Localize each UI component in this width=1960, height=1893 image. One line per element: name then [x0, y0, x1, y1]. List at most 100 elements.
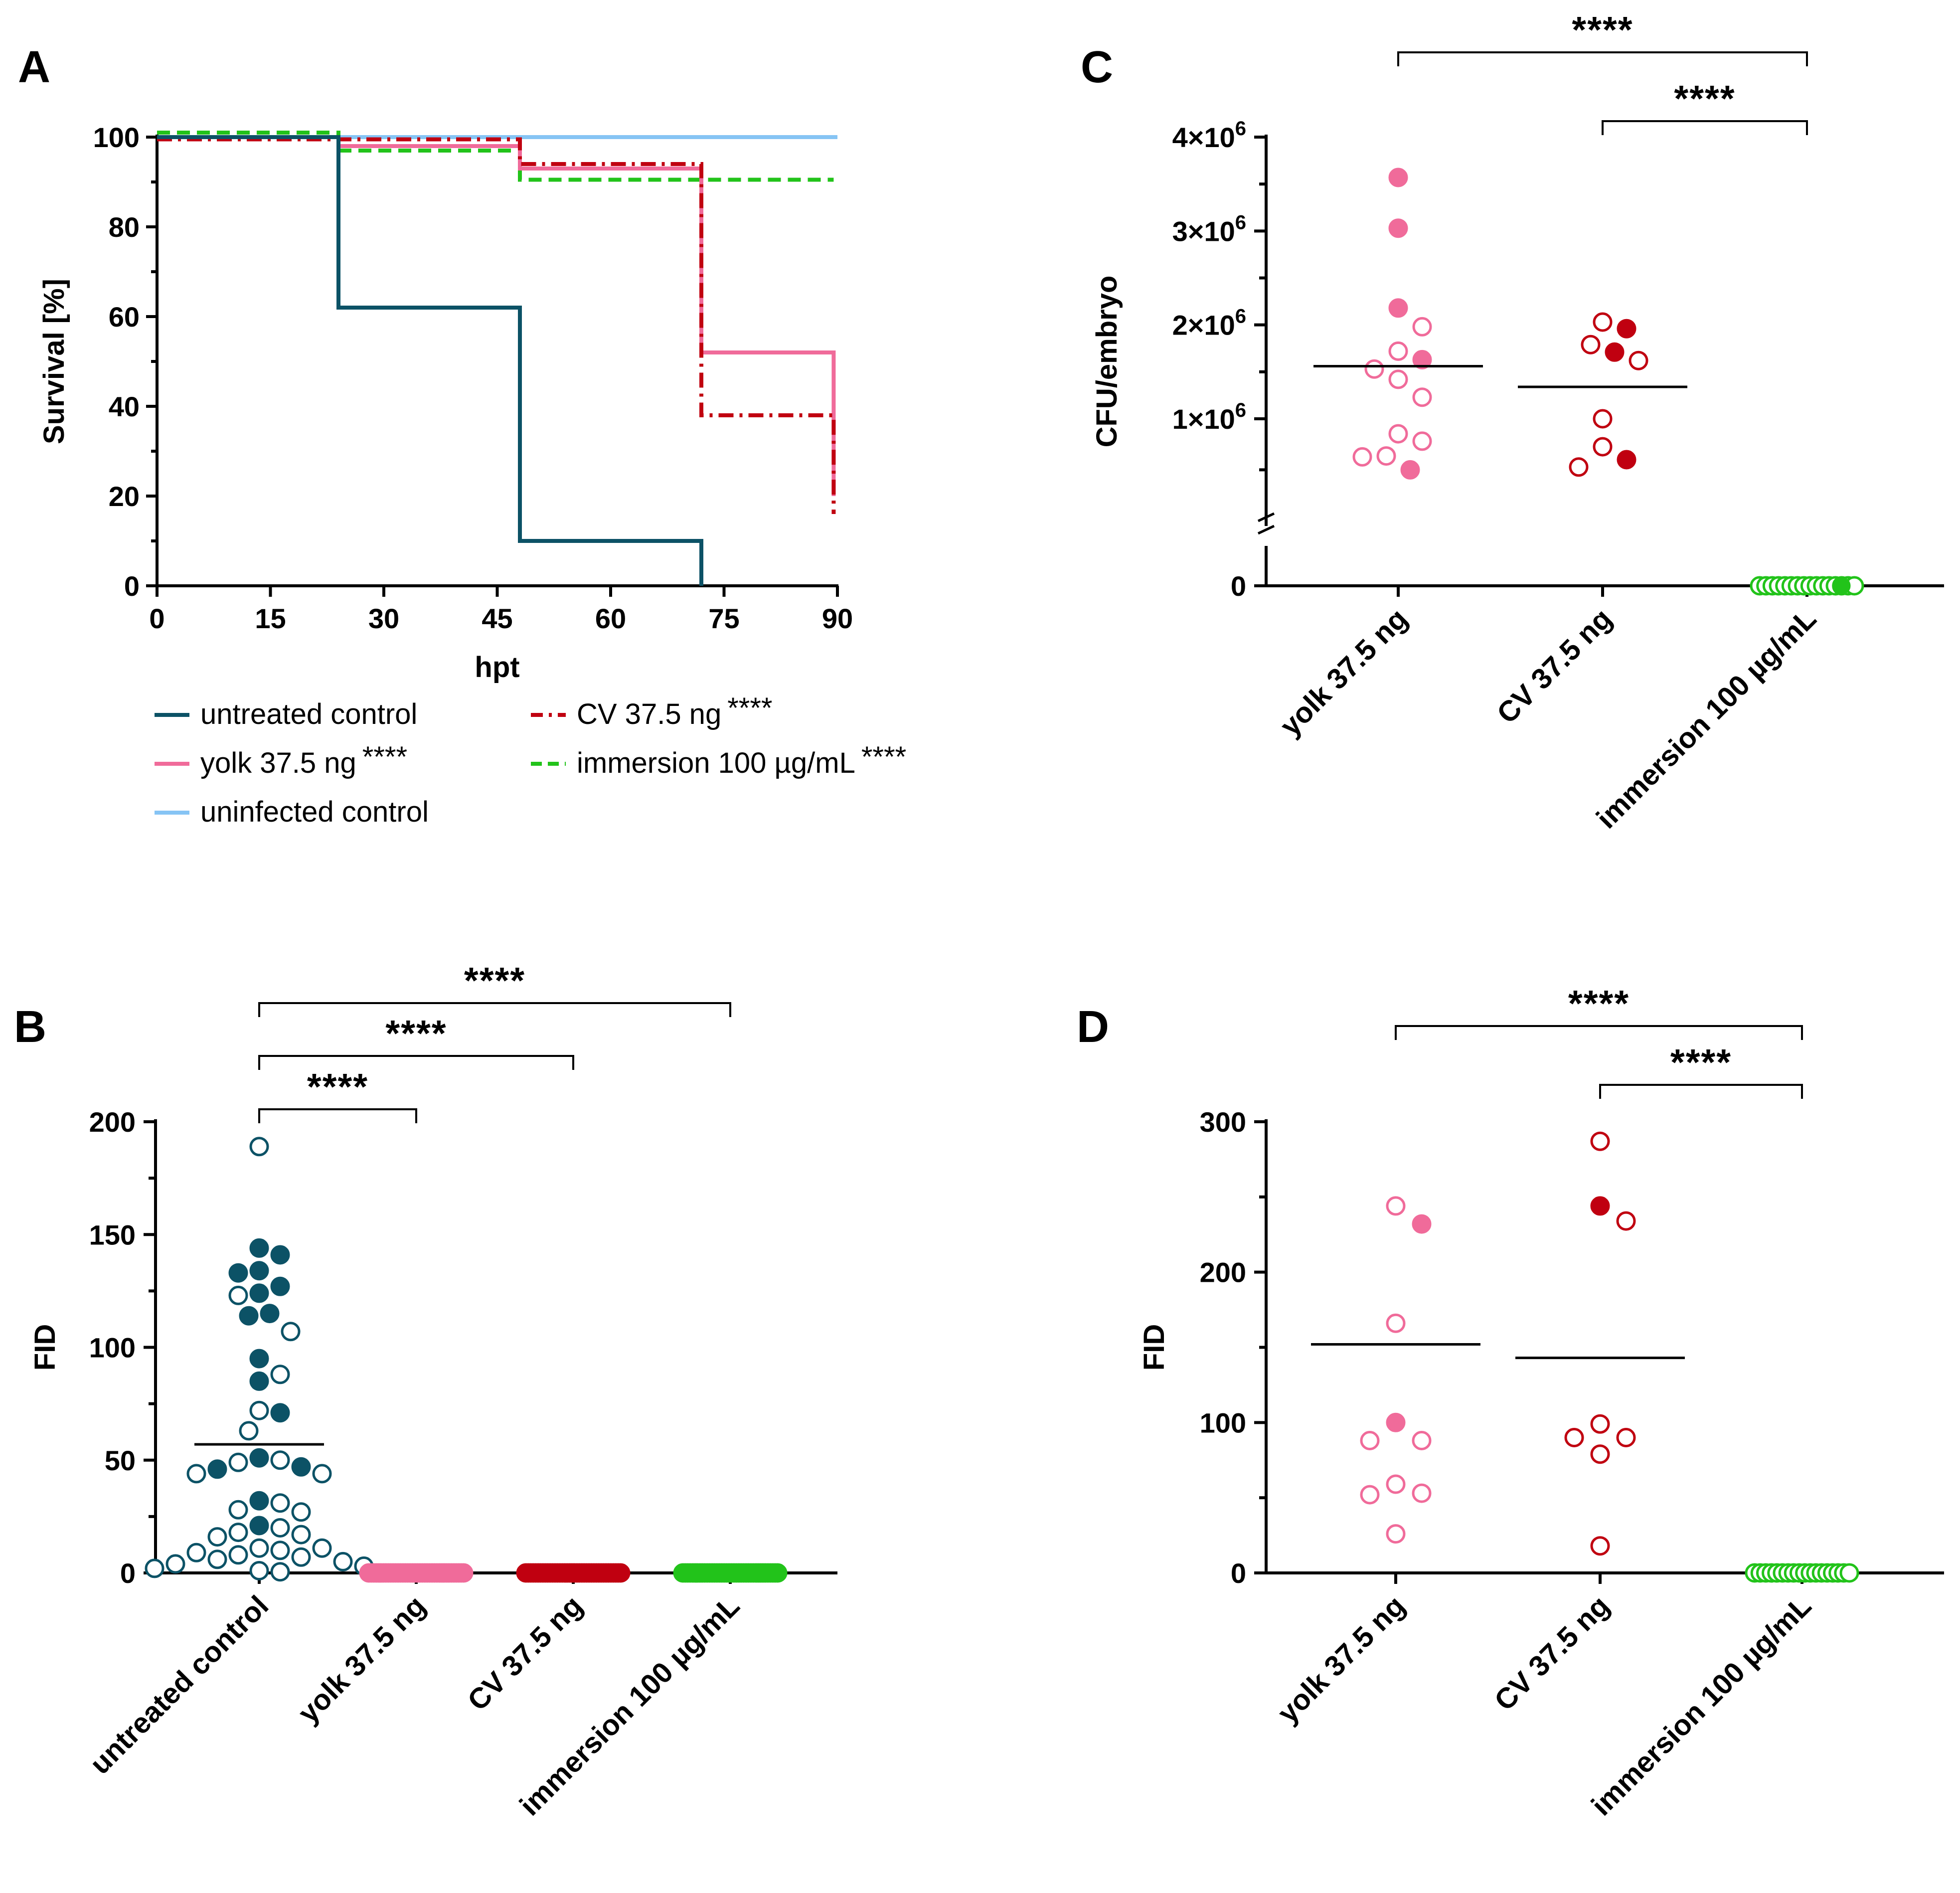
data-point	[333, 1551, 353, 1571]
significance-label: ****	[1674, 78, 1735, 119]
data-point	[270, 1365, 290, 1384]
y-tick-label: 3×106	[1172, 211, 1246, 247]
panel-letter-a: A	[18, 42, 50, 92]
data-point	[291, 1502, 311, 1522]
significance-bracket	[1397, 51, 1808, 66]
data-point	[1360, 1485, 1380, 1505]
data-point	[260, 1304, 280, 1324]
data-point	[1833, 577, 1851, 595]
y-tick-label: 0	[120, 1557, 136, 1589]
significance-bracket	[258, 1002, 731, 1017]
data-point	[165, 1554, 185, 1574]
data-point	[454, 1563, 474, 1583]
panel-letter-d: D	[1077, 1002, 1109, 1052]
y-tick-label: 150	[89, 1219, 136, 1250]
panel-a: A 0 20 40 60 80 100 0 15 30 45 60 75 90 hpt Survival […	[18, 42, 906, 828]
x-tick-label: 0	[149, 603, 164, 634]
data-point	[228, 1545, 248, 1565]
y-tick-label: 0	[124, 570, 140, 602]
data-point	[1593, 312, 1613, 332]
y-tick-label: 200	[89, 1106, 136, 1138]
data-point	[611, 1563, 631, 1583]
data-point	[270, 1450, 290, 1470]
data-point	[1590, 1414, 1610, 1434]
panel-d: D 0 100 200 300 FID yolk 37.5 ng CV 37.5 ngimm…	[1077, 983, 1944, 1822]
data-point	[207, 1459, 227, 1479]
category-label-yolk-37-5-ng: yolk 37.5 ng	[1274, 602, 1414, 742]
data-point	[1590, 1131, 1610, 1151]
data-point	[291, 1457, 311, 1477]
y-axis-title: Survival [%]	[38, 279, 70, 444]
data-point	[1400, 460, 1420, 480]
panel-d-plot: 0 100 200 300 FID yolk 37.5 ng CV 37.5 ngimmer…	[1138, 983, 1944, 1822]
data-point	[270, 1562, 290, 1582]
data-point	[1412, 349, 1432, 369]
data-point	[228, 1452, 248, 1472]
data-point	[1386, 1412, 1406, 1432]
data-point	[1388, 424, 1408, 444]
data-point	[1386, 1524, 1406, 1544]
data-point	[1590, 1536, 1610, 1556]
data-point	[270, 1276, 290, 1296]
data-point	[249, 1137, 269, 1157]
y-tick-label: 0	[1231, 570, 1246, 602]
y-tick-label: 1×106	[1172, 399, 1246, 435]
data-point	[1839, 1563, 1859, 1583]
x-tick-label: 45	[482, 603, 512, 634]
x-tick-label: 15	[255, 603, 286, 634]
y-tick-label: 100	[89, 1332, 136, 1364]
data-point	[1388, 341, 1408, 361]
data-point	[1412, 317, 1432, 337]
significance-bracket	[258, 1108, 417, 1123]
category-label-immersion-100-g-ml: immersion 100 µg/mL	[1585, 1589, 1817, 1822]
panel-b: B 0 50 100 150 200 FID untreated control yolk 3…	[14, 960, 837, 1822]
category-label-yolk-37-5-ng: yolk 37.5 ng	[1271, 1589, 1411, 1729]
data-point	[1364, 359, 1384, 379]
panel-b-plot: 0 50 100 150 200 FID untreated control yolk 37.…	[29, 960, 837, 1822]
category-label-immersion-100-g-ml: immersion 100 µg/mL	[1590, 602, 1822, 835]
data-point	[1412, 431, 1432, 451]
data-point	[239, 1421, 259, 1441]
data-point	[291, 1547, 311, 1567]
category-label-cv-37-5-ng: CV 37.5 ng	[462, 1589, 589, 1717]
panel-letter-b: B	[14, 1002, 46, 1052]
y-tick-label: 80	[109, 211, 140, 243]
data-point	[270, 1518, 290, 1538]
data-point	[249, 1371, 269, 1391]
y-axis-title: FID	[1138, 1324, 1170, 1371]
data-point	[1590, 1196, 1610, 1216]
data-point	[1581, 335, 1601, 354]
data-point	[312, 1538, 332, 1558]
axis-break-mark	[1257, 524, 1275, 535]
data-point	[312, 1464, 332, 1484]
data-point	[228, 1500, 248, 1520]
data-point	[249, 1561, 269, 1580]
x-tick-label: 90	[822, 603, 853, 634]
data-point	[1412, 1483, 1432, 1503]
significance-bracket	[1602, 120, 1808, 135]
data-point	[239, 1306, 259, 1326]
legend-label-uninfected-control: uninfected control	[200, 796, 429, 828]
category-label-cv-37-5-ng: CV 37.5 ng	[1488, 1589, 1616, 1717]
data-point	[1412, 387, 1432, 407]
data-point	[249, 1283, 269, 1303]
significance-bracket	[1395, 1025, 1803, 1040]
data-point	[270, 1403, 290, 1423]
data-point	[186, 1543, 206, 1562]
significance-label: ****	[1670, 1041, 1732, 1083]
category-label-yolk-37-5-ng: yolk 37.5 ng	[292, 1589, 432, 1729]
data-point	[1386, 1196, 1406, 1216]
data-point	[249, 1516, 269, 1536]
data-point	[1388, 218, 1408, 238]
significance-bracket	[1599, 1084, 1803, 1099]
legend-significance: ****	[861, 741, 906, 773]
y-tick-label: 200	[1200, 1257, 1246, 1288]
significance-label: ****	[385, 1013, 447, 1054]
y-tick-label: 50	[105, 1445, 136, 1476]
data-point	[1564, 1428, 1584, 1447]
legend-label-untreated-control: untreated control	[200, 698, 417, 730]
data-point	[1605, 342, 1625, 362]
y-tick-label: 300	[1200, 1106, 1246, 1138]
legend-label-immersion-100-g-ml: immersion 100 µg/mL	[577, 747, 855, 779]
